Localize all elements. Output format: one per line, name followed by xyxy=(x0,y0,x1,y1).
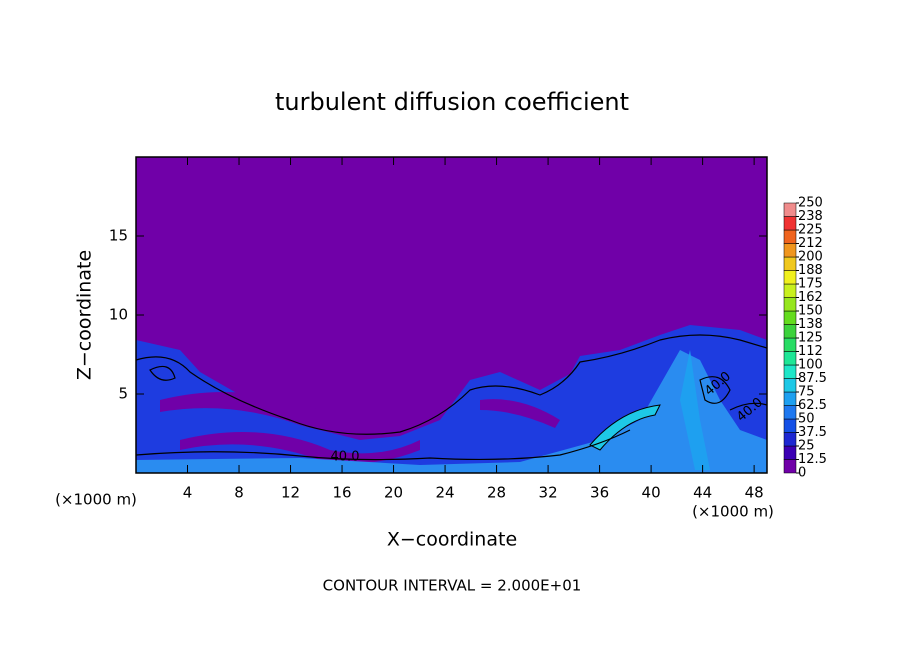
contour-line xyxy=(135,429,631,461)
colorbar-swatch xyxy=(783,459,797,474)
field-region xyxy=(589,404,661,451)
colorbar-swatch xyxy=(783,256,797,271)
x-unit: (×1000 m) xyxy=(692,503,774,521)
contour-line xyxy=(729,402,768,411)
y-tick-label: 15 xyxy=(109,227,128,245)
colorbar-label: 100 xyxy=(798,358,823,373)
colorbar-swatch xyxy=(783,310,797,325)
x-tick-label: 36 xyxy=(590,484,609,502)
colorbar-label: 238 xyxy=(798,209,823,224)
field xyxy=(136,157,767,473)
contour-line xyxy=(699,376,731,404)
colorbar-label: 12.5 xyxy=(798,452,827,467)
contour-lines xyxy=(135,334,768,461)
colorbar-label: 150 xyxy=(798,304,823,319)
contour-label: 40.0 xyxy=(331,450,360,465)
y-tick-label: 5 xyxy=(118,385,128,403)
footer: CONTOUR INTERVAL = 2.000E+01 xyxy=(323,577,582,595)
colorbar-label: 50 xyxy=(798,412,815,427)
contour-line xyxy=(149,365,176,381)
colorbar-label: 212 xyxy=(798,236,823,251)
x-tick-label: 8 xyxy=(234,484,244,502)
colorbar-swatch xyxy=(783,364,797,379)
colorbar-swatch xyxy=(783,391,797,406)
field-region xyxy=(160,392,400,434)
colorbar-label: 138 xyxy=(798,317,823,332)
colorbar-label: 125 xyxy=(798,331,823,346)
colorbar-swatch xyxy=(783,378,797,393)
x-axis-label: X−coordinate xyxy=(387,529,517,551)
field-region xyxy=(136,350,767,473)
x-tick-label: 16 xyxy=(332,484,351,502)
colorbar-swatch xyxy=(783,202,797,217)
colorbar-label: 175 xyxy=(798,277,823,292)
colorbar-label: 87.5 xyxy=(798,371,827,386)
colorbar-swatch xyxy=(783,445,797,460)
y-unit: (×1000 m) xyxy=(55,491,137,509)
colorbar-label: 188 xyxy=(798,263,823,278)
colorbar-swatch xyxy=(783,229,797,244)
x-tick-label: 24 xyxy=(436,484,455,502)
y-tick-label: 10 xyxy=(109,306,128,324)
colorbar-swatch xyxy=(783,283,797,298)
colorbar-swatch xyxy=(783,405,797,420)
colorbar-swatch xyxy=(783,337,797,352)
colorbar-label: 25 xyxy=(798,439,815,454)
colorbar-label: 75 xyxy=(798,385,815,400)
field-region xyxy=(180,432,420,464)
x-tick-label: 20 xyxy=(384,484,403,502)
colorbar-label: 162 xyxy=(798,290,823,305)
colorbar-swatch xyxy=(783,216,797,231)
y-axis-label: Z−coordinate xyxy=(74,250,96,380)
x-tick-label: 44 xyxy=(693,484,712,502)
colorbar-swatch xyxy=(783,270,797,285)
colorbar-label: 37.5 xyxy=(798,425,827,440)
colorbar-label: 225 xyxy=(798,223,823,238)
colorbar-swatch xyxy=(783,418,797,433)
colorbar-label: 200 xyxy=(798,250,823,265)
colorbar-swatch xyxy=(783,324,797,339)
colorbar-label: 250 xyxy=(798,196,823,211)
colorbar-swatch xyxy=(783,297,797,312)
field-region xyxy=(680,350,710,470)
field-region xyxy=(480,399,560,428)
colorbar-label: 0 xyxy=(798,466,806,481)
colorbar-swatch xyxy=(783,243,797,258)
contour-line xyxy=(135,334,768,435)
x-tick-label: 28 xyxy=(487,484,506,502)
x-tick-label: 4 xyxy=(183,484,193,502)
colorbar-label: 62.5 xyxy=(798,398,827,413)
colorbar-swatch xyxy=(783,432,797,447)
chart-title: turbulent diffusion coefficient xyxy=(275,88,629,116)
colorbar-label: 112 xyxy=(798,344,823,359)
colorbar-swatch xyxy=(783,351,797,366)
x-tick-label: 12 xyxy=(281,484,300,502)
x-tick-label: 48 xyxy=(745,484,764,502)
x-tick-label: 40 xyxy=(642,484,661,502)
x-tick-label: 32 xyxy=(539,484,558,502)
